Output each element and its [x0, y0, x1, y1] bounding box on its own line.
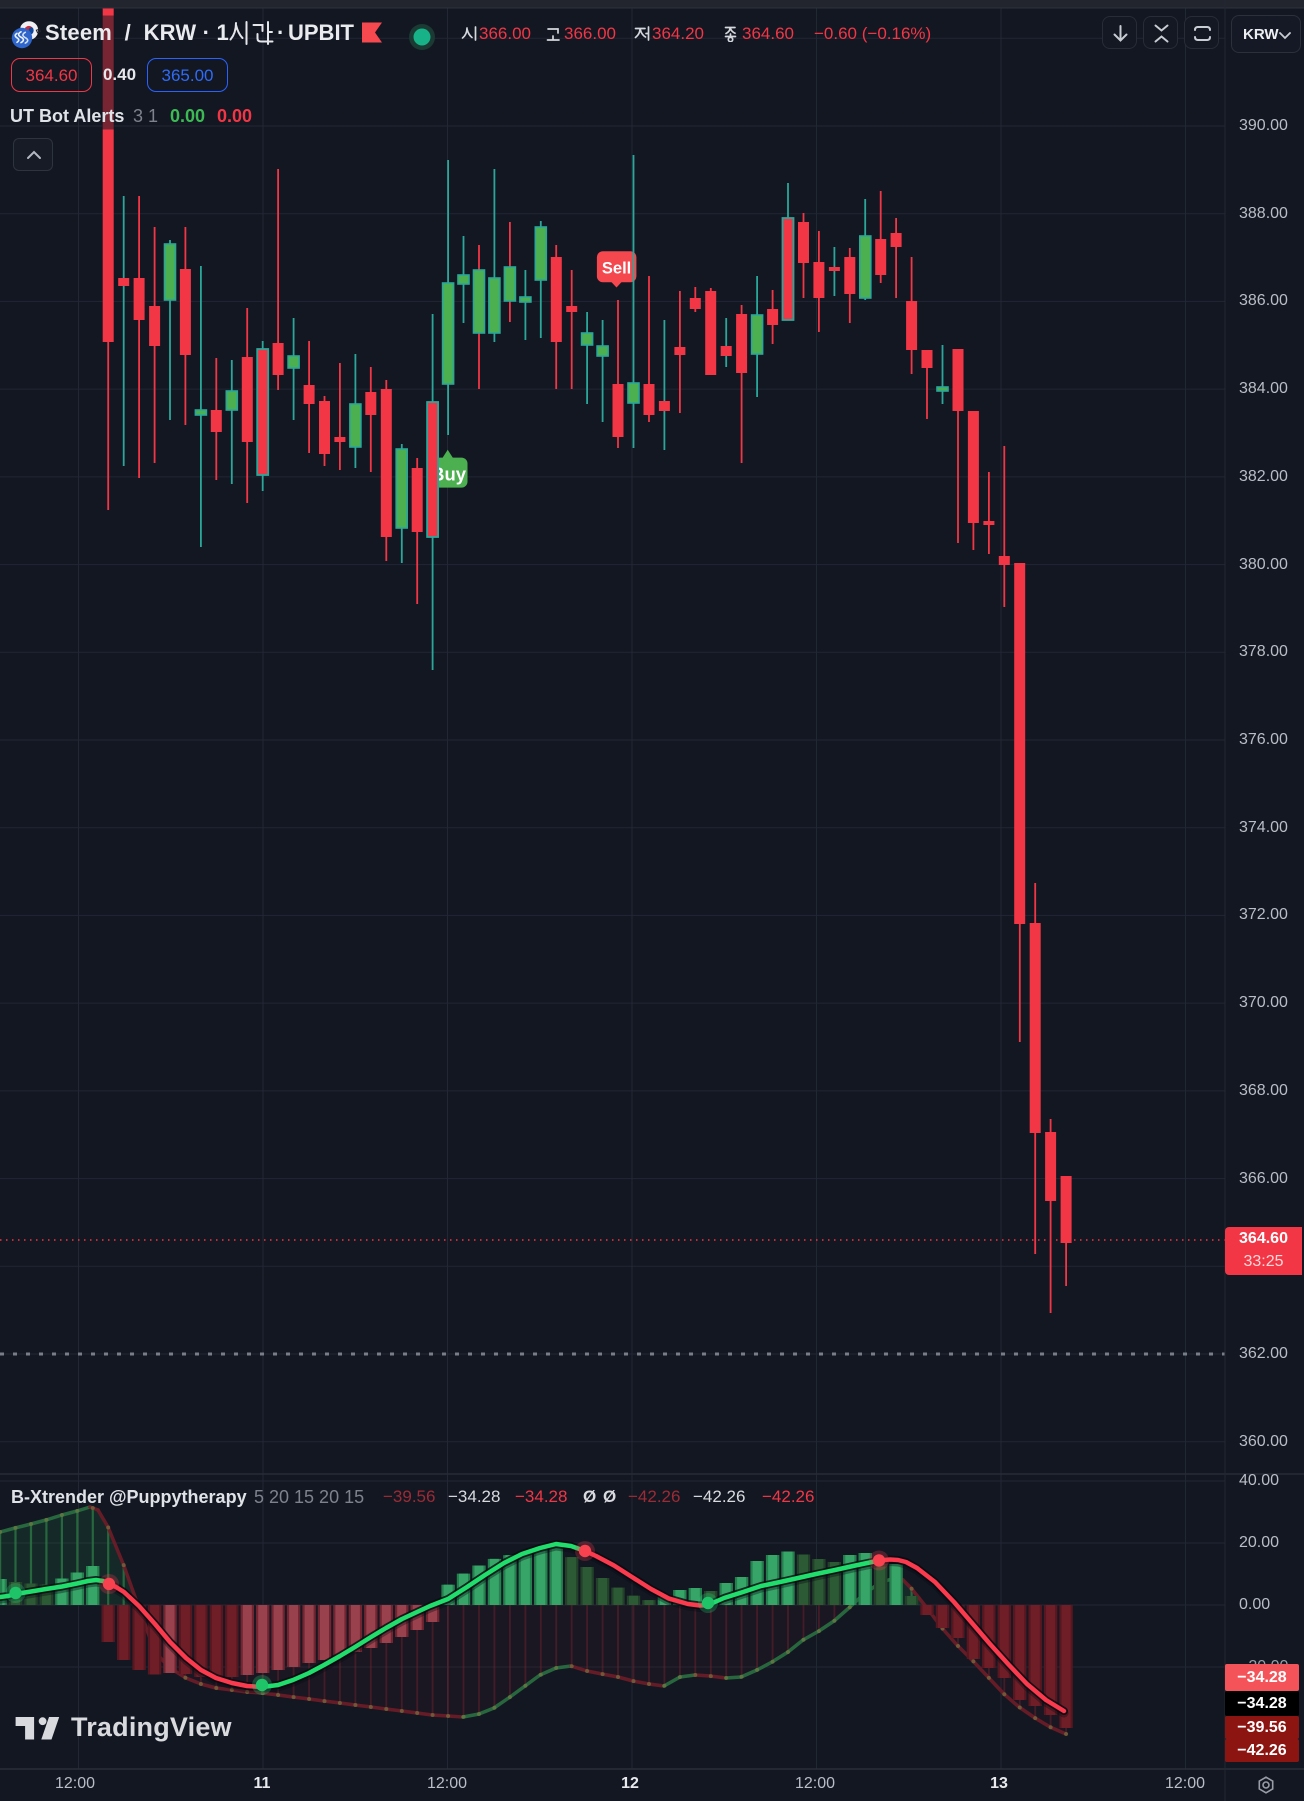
svg-text:Buy: Buy [431, 464, 467, 485]
svg-text:Sell: Sell [602, 260, 631, 278]
